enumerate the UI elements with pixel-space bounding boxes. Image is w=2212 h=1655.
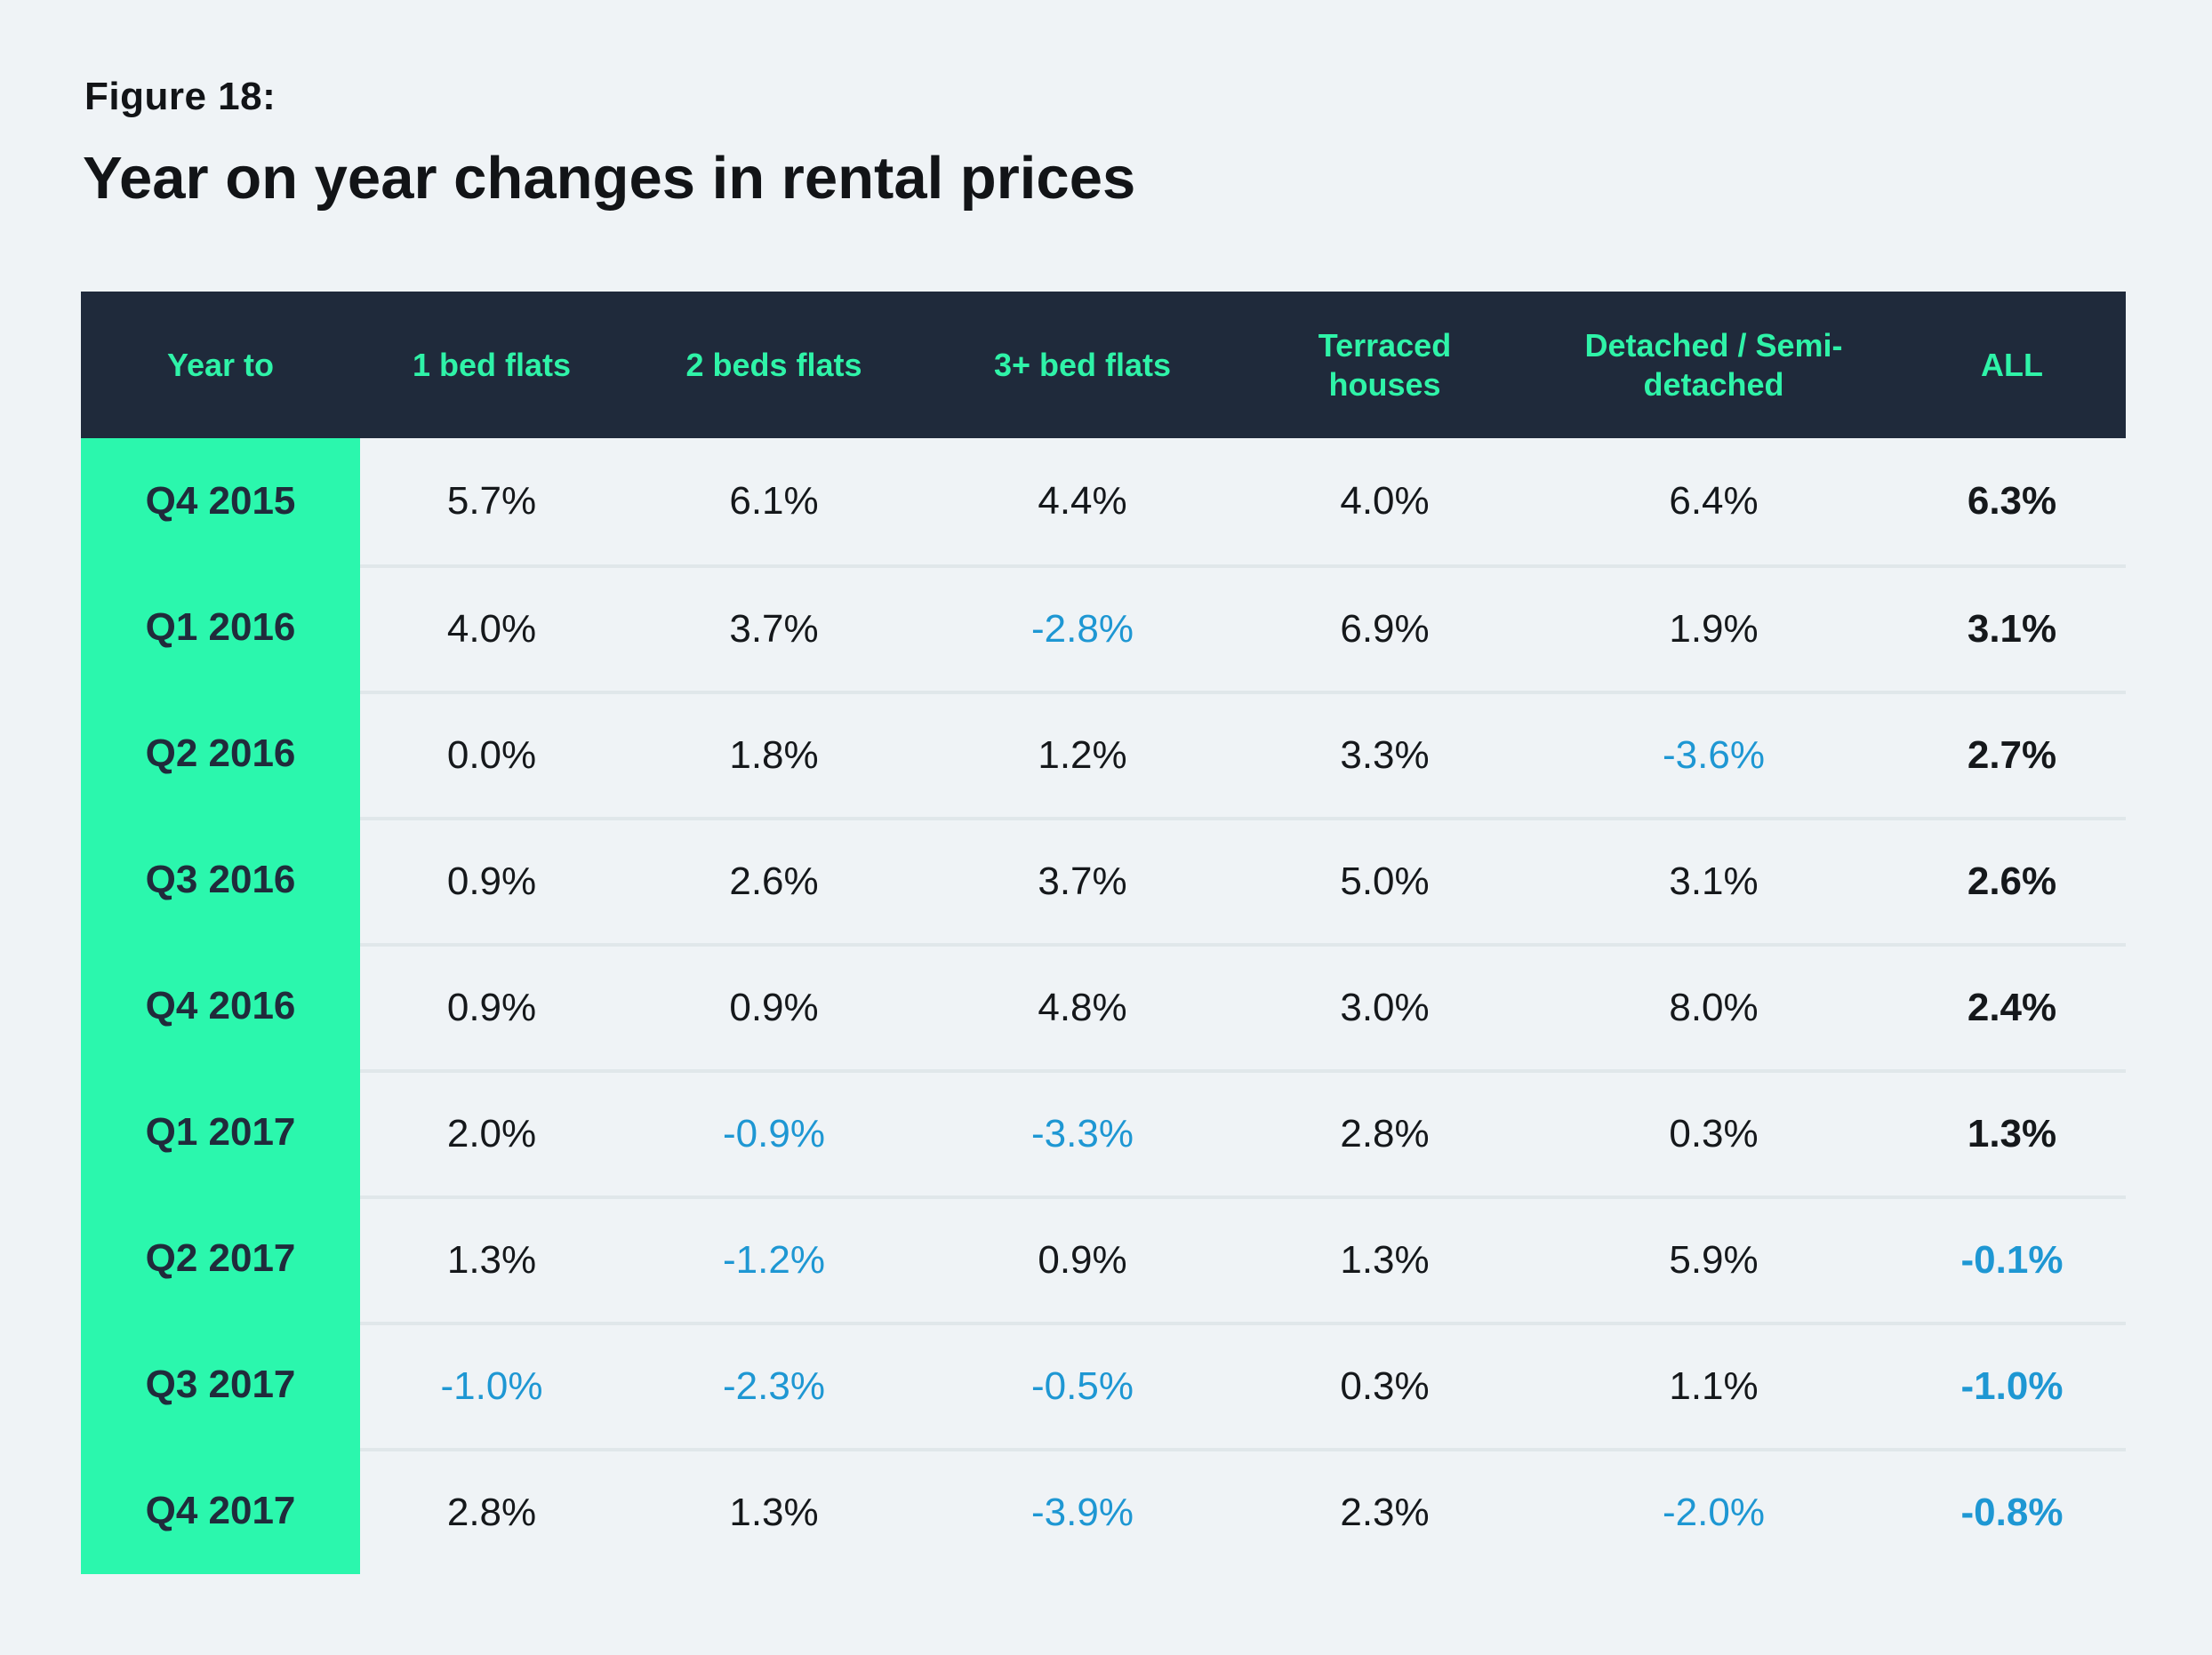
value-cell: 8.0% <box>1529 943 1898 1069</box>
value-cell: 6.9% <box>1240 564 1529 691</box>
row-label-quarter: Q1 2017 <box>81 1069 360 1195</box>
value-cell: 0.9% <box>360 817 623 943</box>
value-cell: 2.0% <box>360 1069 623 1195</box>
rental-price-table: Year to 1 bed flats 2 beds flats 3+ bed … <box>81 292 2126 1574</box>
value-cell: -2.0% <box>1529 1448 1898 1574</box>
value-cell: 0.9% <box>925 1195 1240 1322</box>
value-cell-all: 3.1% <box>1898 564 2126 691</box>
value-cell: 5.7% <box>446 479 537 523</box>
column-header-2-beds-flats: 2 beds flats <box>623 346 925 385</box>
table-row: Q2 2017 1.3% -1.2% 0.9% 1.3% 5.9% -0.1% <box>81 1195 2126 1322</box>
value-cell: 6.1% <box>729 479 819 523</box>
column-header-1-bed-flats: 1 bed flats <box>360 346 623 385</box>
value-cell: 3.7% <box>623 564 925 691</box>
table-row: Q4 2017 2.8% 1.3% -3.9% 2.3% -2.0% -0.8% <box>81 1448 2126 1574</box>
value-cell: 0.0% <box>360 691 623 817</box>
row-label-quarter: Q1 2016 <box>81 564 360 691</box>
column-header-label: 2 beds flats <box>685 346 862 383</box>
value-cell: -3.3% <box>925 1069 1240 1195</box>
value-cell-all: 2.4% <box>1898 943 2126 1069</box>
column-header-terraced-houses: Terraced houses <box>1240 326 1529 404</box>
value-cell-all: 6.3% <box>1967 479 2057 523</box>
value-cell: 4.4% <box>1038 479 1127 523</box>
row-label-quarter: Q4 2015 <box>81 438 360 564</box>
value-cell: 0.3% <box>1529 1069 1898 1195</box>
row-label-quarter: Q3 2017 <box>81 1322 360 1448</box>
table-header-row: Year to 1 bed flats 2 beds flats 3+ bed … <box>81 292 2126 438</box>
value-cell-all: 2.6% <box>1898 817 2126 943</box>
value-cell: 3.3% <box>1240 691 1529 817</box>
column-header-detached-semi-detached: Detached / Semi-detached <box>1529 326 1898 404</box>
table-row: Q3 2016 0.9% 2.6% 3.7% 5.0% 3.1% 2.6% <box>81 817 2126 943</box>
value-cell: 1.3% <box>1240 1195 1529 1322</box>
value-cell: -2.8% <box>925 564 1240 691</box>
row-label-quarter: Q2 2016 <box>81 691 360 817</box>
value-cell: 1.8% <box>623 691 925 817</box>
figure-label: Figure 18: <box>84 75 276 118</box>
row-label-quarter: Q4 2017 <box>81 1448 360 1574</box>
row-label-quarter: Q2 2017 <box>81 1195 360 1322</box>
value-cell: 4.8% <box>925 943 1240 1069</box>
value-cell: 6.4% <box>1669 479 1759 523</box>
value-cell: 2.8% <box>1240 1069 1529 1195</box>
table-body: Q4 2015 5.7% 6.1% 4.4% 4.0% 6.4% 6.3% Q1 2016 4.… <box>81 438 2126 1574</box>
value-cell: 1.3% <box>623 1448 925 1574</box>
table-row: Q1 2016 4.0% 3.7% -2.8% 6.9% 1.9% 3.1% <box>81 564 2126 691</box>
value-cell: 3.7% <box>925 817 1240 943</box>
value-cell: 0.9% <box>623 943 925 1069</box>
value-cell: 0.9% <box>360 943 623 1069</box>
value-cell: -2.3% <box>623 1322 925 1448</box>
table-row: Q4 2016 0.9% 0.9% 4.8% 3.0% 8.0% 2.4% <box>81 943 2126 1069</box>
value-cell-all: -0.8% <box>1898 1448 2126 1574</box>
figure-title: Year on year changes in rental prices <box>83 145 1136 212</box>
value-cell: 3.1% <box>1529 817 1898 943</box>
value-cell: 1.3% <box>360 1195 623 1322</box>
value-cell: 5.0% <box>1240 817 1529 943</box>
value-cell: 4.0% <box>360 564 623 691</box>
row-label-quarter: Q4 2016 <box>81 943 360 1069</box>
value-cell: -3.6% <box>1529 691 1898 817</box>
value-cell: 1.2% <box>925 691 1240 817</box>
column-header-all: ALL <box>1898 346 2126 385</box>
column-header-label: 1 bed flats <box>412 346 572 383</box>
table-row: Q2 2016 0.0% 1.8% 1.2% 3.3% -3.6% 2.7% <box>81 691 2126 817</box>
value-cell: -0.5% <box>925 1322 1240 1448</box>
column-header-label: Year to <box>166 346 275 383</box>
table-row: Q1 2017 2.0% -0.9% -3.3% 2.8% 0.3% 1.3% <box>81 1069 2126 1195</box>
table-row: Q4 2015 5.7% 6.1% 4.4% 4.0% 6.4% 6.3% <box>81 438 2126 564</box>
value-cell: -1.2% <box>623 1195 925 1322</box>
value-cell-all: 2.7% <box>1898 691 2126 817</box>
value-cell-all: -1.0% <box>1898 1322 2126 1448</box>
column-header-3plus-bed-flats: 3+ bed flats <box>925 346 1240 385</box>
value-cell: 5.9% <box>1529 1195 1898 1322</box>
value-cell: -3.9% <box>925 1448 1240 1574</box>
value-cell: 1.9% <box>1529 564 1898 691</box>
column-header-label: Terraced houses <box>1318 326 1452 403</box>
value-cell: 2.6% <box>623 817 925 943</box>
value-cell-all: 1.3% <box>1898 1069 2126 1195</box>
row-label-quarter: Q3 2016 <box>81 817 360 943</box>
value-cell: -0.9% <box>623 1069 925 1195</box>
value-cell-all: -0.1% <box>1898 1195 2126 1322</box>
value-cell: 1.1% <box>1529 1322 1898 1448</box>
value-cell: 0.3% <box>1240 1322 1529 1448</box>
column-header-label: 3+ bed flats <box>993 346 1172 383</box>
value-cell: 2.8% <box>360 1448 623 1574</box>
value-cell: 3.0% <box>1240 943 1529 1069</box>
value-cell: 2.3% <box>1240 1448 1529 1574</box>
column-header-label: ALL <box>1981 346 2043 383</box>
value-cell: 4.0% <box>1340 479 1430 523</box>
column-header-label: Detached / Semi-detached <box>1584 326 1843 403</box>
value-cell: -1.0% <box>360 1322 623 1448</box>
table-row: Q3 2017 -1.0% -2.3% -0.5% 0.3% 1.1% -1.0% <box>81 1322 2126 1448</box>
column-header-year-to: Year to <box>81 346 360 385</box>
